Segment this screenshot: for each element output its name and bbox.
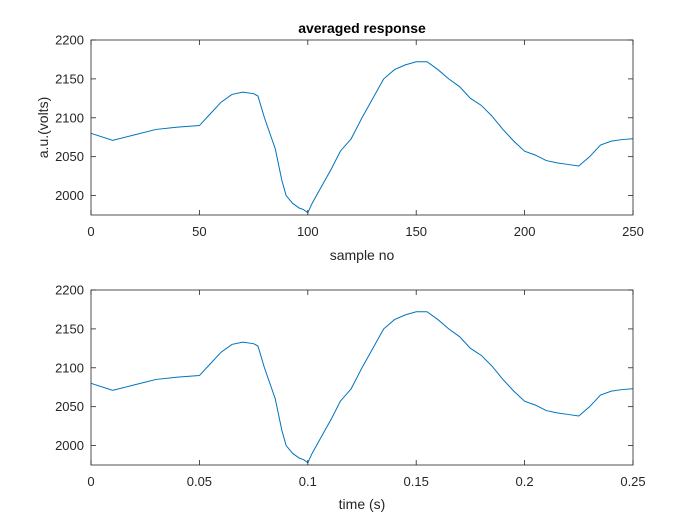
y-tick-label-bottom: 2150 [55,321,84,336]
y-tick-label-bottom: 2100 [55,360,84,375]
x-tick-label-top: 50 [192,224,206,239]
y-axis-label-top: a.u.(volts) [35,97,51,158]
plot-area-bottom [91,290,633,465]
y-tick-label-top: 2100 [55,110,84,125]
series-line-bottom [90,311,634,464]
x-tick-label-top: 250 [622,224,644,239]
x-tick-label-bottom: 0 [87,474,94,489]
x-tick-label-bottom: 0.15 [404,474,429,489]
chart-title: averaged response [298,20,426,36]
series-line-top [90,61,634,214]
x-tick-label-top: 0 [87,224,94,239]
y-tick-label-bottom: 2050 [55,399,84,414]
x-tick-label-top: 150 [405,224,427,239]
x-tick-label-bottom: 0.25 [620,474,645,489]
y-tick-label-bottom: 2000 [55,438,84,453]
x-tick-label-bottom: 0.05 [187,474,212,489]
plot-area-top [91,40,633,215]
y-tick-label-top: 2050 [55,149,84,164]
y-tick-label-top: 2150 [55,71,84,86]
y-tick-label-bottom: 2200 [55,283,84,298]
subplot-bottom: 0 0.05 0.1 0.15 0.2 0.25 2000 2050 2100 2150 2200… [55,283,646,513]
y-tick-label-top: 2200 [55,33,84,48]
x-tick-label-top: 100 [297,224,319,239]
subplot-top: 0 50 100 150 200 250 2000 2050 2100 2150 2200 ave… [35,20,644,263]
y-tick-label-top: 2000 [55,188,84,203]
x-axis-label-top: sample no [330,247,395,263]
x-tick-label-bottom: 0.1 [299,474,317,489]
x-tick-label-top: 200 [514,224,536,239]
x-axis-label-bottom: time (s) [339,496,386,512]
axes-box-top [90,39,634,216]
axes-box-bottom [90,289,634,466]
x-tick-label-bottom: 0.2 [516,474,534,489]
